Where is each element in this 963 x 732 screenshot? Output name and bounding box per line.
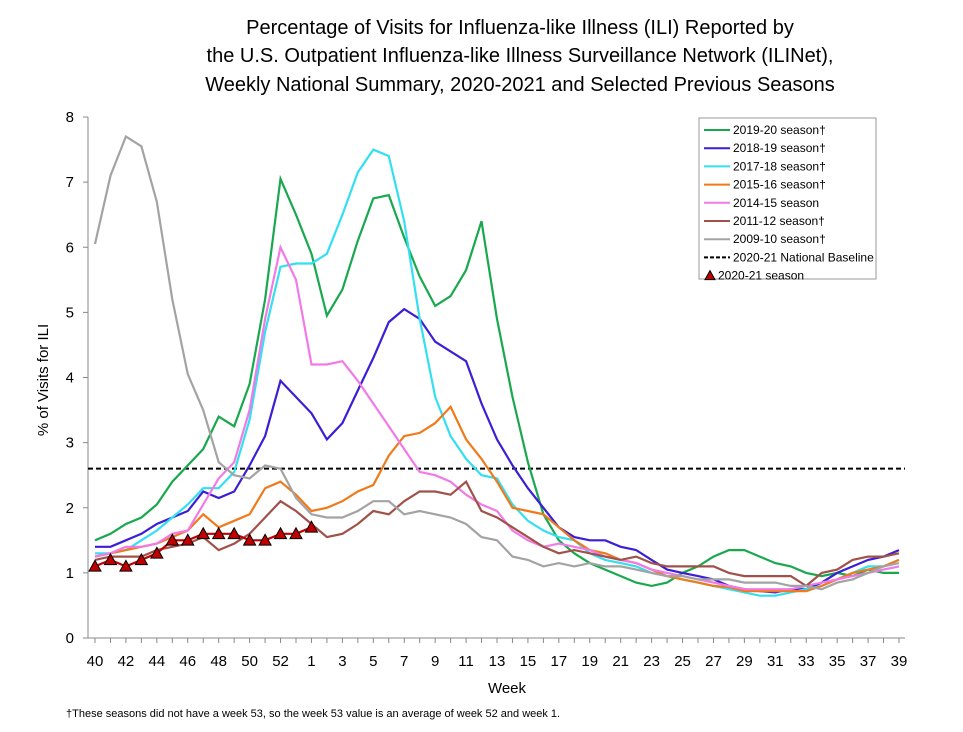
y-tick-label: 5 (66, 304, 74, 321)
legend-label: 2020-21 season (718, 269, 804, 283)
point (258, 533, 272, 546)
x-tick-label: 7 (400, 653, 408, 670)
y-axis-label: % of Visits for ILI (35, 324, 52, 436)
legend-swatch (704, 269, 716, 281)
x-tick-label: 13 (489, 653, 506, 670)
y-tick-label: 4 (66, 370, 74, 387)
point (88, 559, 102, 572)
x-tick-label: 15 (520, 653, 537, 670)
chart-title: the U.S. Outpatient Influenza-like Illne… (207, 45, 834, 67)
x-tick-label: 1 (307, 653, 315, 670)
chart-title: Percentage of Visits for Influenza-like … (246, 17, 794, 39)
x-tick-label: 50 (241, 653, 258, 670)
legend-box (698, 117, 877, 280)
point (119, 559, 133, 572)
footnote: †These seasons did not have a week 53, s… (66, 708, 560, 720)
x-tick-label: 31 (767, 653, 784, 670)
x-tick-label: 11 (458, 653, 474, 670)
y-tick-label: 2 (66, 500, 74, 517)
x-tick-label: 48 (210, 653, 227, 670)
x-tick-label: 5 (369, 653, 377, 670)
point (134, 552, 149, 566)
legend-label: 2020-21 National Baseline (733, 250, 874, 264)
legend-label: 2018-19 season† (733, 141, 826, 155)
x-tick-label: 37 (860, 653, 877, 670)
series-line (94, 174, 899, 588)
y-tick-label: 1 (66, 565, 74, 582)
x-tick-label: 35 (829, 653, 846, 670)
point (211, 526, 226, 540)
point (304, 520, 319, 533)
x-tick-label: 29 (736, 653, 753, 670)
legend-label: 2011-12 season† (733, 214, 825, 228)
legend-label: 2009-10 season† (733, 232, 826, 246)
point (180, 533, 195, 546)
point (242, 533, 257, 546)
x-tick-label: 3 (338, 653, 346, 670)
x-tick-label: 9 (431, 653, 439, 670)
x-tick-label: 25 (674, 653, 691, 670)
legend-label: 2019-20 season† (733, 123, 826, 137)
x-tick-label: 27 (705, 653, 722, 670)
point (165, 533, 180, 546)
series-line (94, 479, 900, 588)
point (273, 526, 288, 540)
y-tick-label: 8 (66, 109, 74, 126)
point (196, 526, 211, 540)
x-tick-label: 17 (551, 653, 568, 670)
x-tick-label: 44 (149, 653, 166, 670)
x-tick-label: 33 (798, 653, 815, 670)
x-tick-label: 39 (891, 653, 908, 670)
y-tick-label: 3 (66, 435, 74, 452)
x-tick-label: 19 (581, 653, 598, 670)
series-line (94, 243, 900, 591)
y-tick-label: 0 (66, 630, 74, 647)
x-tick-label: 23 (643, 653, 660, 670)
legend-label: 2014-15 season (733, 196, 819, 210)
x-tick-label: 42 (118, 653, 135, 670)
point (149, 546, 164, 559)
y-tick-label: 6 (66, 239, 74, 256)
series-line (93, 134, 900, 591)
x-tick-label: 21 (612, 653, 629, 670)
y-tick-label: 7 (66, 174, 74, 191)
x-tick-label: 52 (272, 653, 289, 670)
x-tick-label: 46 (179, 653, 196, 670)
legend-label: 2017-18 season† (733, 159, 826, 173)
point (103, 552, 118, 566)
point (289, 526, 303, 540)
series-line (95, 148, 900, 597)
chart-title: Weekly National Summary, 2020-2021 and S… (205, 74, 835, 96)
series-line (94, 404, 900, 593)
legend-label: 2015-16 season† (733, 178, 826, 192)
x-tick-label: 40 (87, 653, 104, 670)
x-axis-label: Week (488, 680, 527, 697)
point (227, 526, 242, 540)
